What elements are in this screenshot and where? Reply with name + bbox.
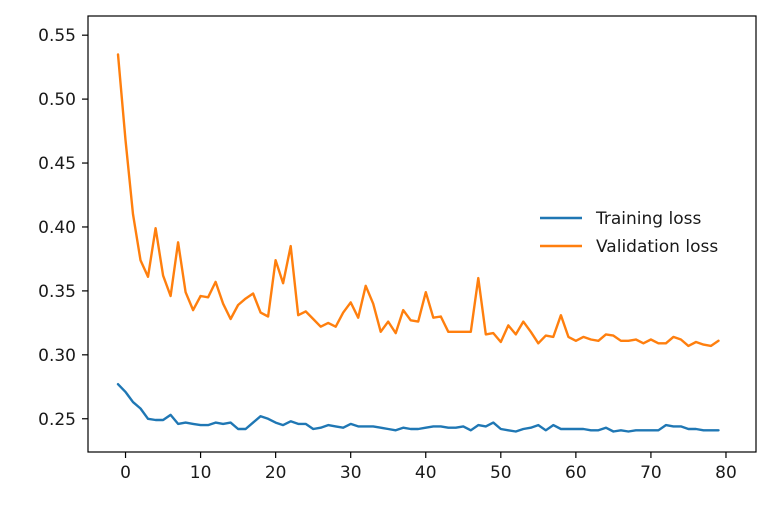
x-tick-label: 40 (415, 463, 437, 483)
y-tick-label: 0.25 (38, 410, 76, 430)
y-tick-label: 0.40 (38, 218, 76, 238)
x-tick-label: 70 (640, 463, 662, 483)
x-tick-label: 0 (120, 463, 131, 483)
x-tick-label: 20 (265, 463, 287, 483)
legend: Training loss Validation loss (540, 209, 718, 257)
x-tick-label: 10 (190, 463, 212, 483)
x-tick-label: 30 (340, 463, 362, 483)
legend-label-validation-loss: Validation loss (596, 237, 718, 257)
plot-area (87, 15, 757, 453)
legend-label-training-loss: Training loss (595, 209, 701, 229)
y-axis: 0.25 0.30 0.35 0.40 0.45 0.50 0.55 (38, 26, 88, 430)
validation-loss-line (116, 53, 720, 348)
series-lines (116, 53, 720, 433)
x-tick-label: 50 (490, 463, 512, 483)
y-tick-label: 0.45 (38, 154, 76, 174)
y-tick-label: 0.30 (38, 346, 76, 366)
y-tick-label: 0.55 (38, 26, 76, 46)
x-tick-label: 60 (565, 463, 587, 483)
y-tick-label: 0.50 (38, 90, 76, 110)
training-loss-line (116, 383, 720, 433)
x-tick-label: 80 (715, 463, 737, 483)
x-axis: 0 10 20 30 40 50 60 70 80 (120, 452, 737, 483)
y-tick-label: 0.35 (38, 282, 76, 302)
